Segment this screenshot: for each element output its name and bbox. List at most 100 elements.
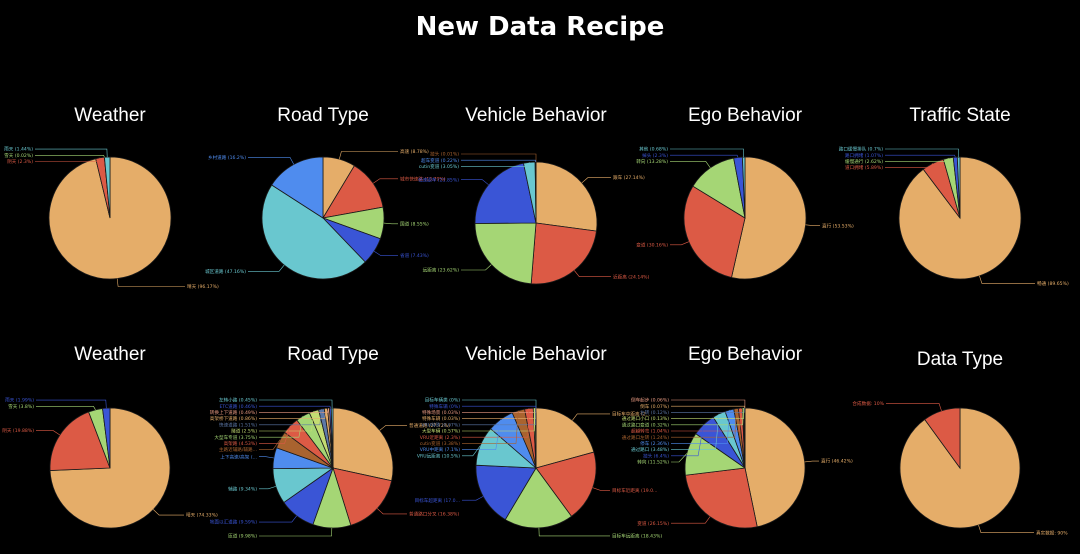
slice-label: 省道 (7.43%): [400, 252, 429, 259]
pie-slice: [956, 156, 961, 219]
pie-chart-2: Road Type 乡村道路 (16.2%) 城区道路 (47.16%) 高速 (8.…: [205, 105, 446, 280]
label-leader-line: [805, 224, 820, 226]
pie-slice: [530, 222, 597, 285]
label-leader-line: [379, 424, 407, 431]
label-leader-line: [671, 410, 730, 444]
chart-title: Ego Behavior: [688, 344, 803, 365]
slice-label: 掉头 (2.3%): [642, 152, 668, 159]
label-leader-line: [259, 456, 274, 459]
slice-label: 城区道路 (47.16%): [205, 268, 246, 275]
slice-label: ETC道路 (0.46%): [220, 403, 258, 410]
label-leader-line: [35, 157, 101, 162]
pie-chart-9: Ego Behavior 倒车起步 (0.06%)倒车 (0.07%)左转 (0.…: [622, 344, 853, 529]
slice-label: 掉头 (0.01%): [430, 151, 459, 158]
slice-label: 停车 (2.36%): [640, 440, 669, 447]
label-leader-line: [671, 407, 744, 426]
slice-label: 特殊车辆 (0.03%): [422, 415, 460, 422]
label-leader-line: [978, 525, 1034, 534]
label-leader-line: [671, 408, 737, 438]
slice-label: 乡村道路 (16.2%): [208, 154, 246, 161]
pie-chart-6: Weather 雨天 (1.99%)雪天 (3.8%) 阴天 (19.88%) 晴天 …: [2, 344, 218, 529]
slice-label: 超车变道 (0.22%): [421, 157, 459, 164]
slice-label: 远距离 (23.62%): [423, 267, 460, 274]
pie-chart-3: Vehicle Behavior 掉头 (0.01%)超车变道 (0.22%)cu…: [418, 105, 650, 285]
chart-title: Road Type: [287, 344, 379, 365]
label-leader-line: [259, 527, 333, 537]
pie-slice: [332, 407, 394, 482]
pie-chart-8: Vehicle Behavior 目标车辆类 (0%)特殊车辆 (0%)特殊场景 …: [415, 344, 663, 540]
chart-title: Traffic State: [909, 105, 1010, 126]
label-leader-line: [35, 155, 105, 158]
slice-label: 阴天 (2.3%): [7, 158, 33, 165]
label-leader-line: [259, 425, 291, 444]
pie-slice: [474, 222, 537, 285]
slice-label: 转向 (13.28%): [636, 158, 668, 165]
label-leader-line: [462, 399, 537, 408]
label-leader-line: [259, 515, 297, 523]
label-leader-line: [373, 251, 398, 256]
pie-slice: [899, 407, 1021, 529]
label-leader-line: [383, 222, 398, 225]
slice-label: 地面以汇道路 (9.59%): [210, 519, 257, 526]
label-leader-line: [592, 487, 610, 491]
slice-label: 倒车起步 (0.06%): [631, 397, 669, 404]
chart-title: Vehicle Behavior: [465, 105, 607, 126]
slice-label: 主路近辅路/辅路...: [219, 446, 257, 453]
chart-title: Weather: [74, 105, 146, 126]
label-leader-line: [259, 408, 327, 419]
slice-label: 转换上下道路 (0.49%): [210, 409, 257, 416]
slice-label: 雪天 (3.8%): [8, 404, 34, 410]
slice-label: 通过路口小口 (0.13%): [622, 415, 669, 422]
label-leader-line: [259, 411, 315, 432]
slice-label: 雨天 (1.44%): [4, 147, 33, 153]
label-leader-line: [339, 151, 398, 160]
pie-chart-10: Data Type 合成数据: 10% 真实数据: 90%: [852, 349, 1068, 536]
label-leader-line: [259, 439, 281, 450]
slice-label: 目标车辆类 (0%): [425, 397, 461, 404]
label-leader-line: [461, 153, 537, 162]
label-leader-line: [376, 508, 407, 515]
slice-label: cutin变道 (3.05%): [419, 163, 459, 170]
label-leader-line: [248, 264, 285, 272]
slice-label: 普通路口分叉 (16.38%): [409, 511, 459, 518]
slice-label: 近距离 (24.14%): [613, 273, 650, 280]
slice-label: 缓慢通行 (2.62%): [845, 158, 883, 165]
slice-label: 其他 (0.68%): [639, 146, 668, 153]
label-leader-line: [538, 527, 610, 537]
slice-label: 通过路口左转 (1.24%): [622, 434, 669, 441]
label-leader-line: [581, 177, 611, 184]
slice-label: VRU远距离 (10.5%): [417, 452, 460, 459]
pie-slice: [924, 407, 961, 470]
label-leader-line: [35, 148, 108, 158]
pie-slice: [535, 407, 595, 469]
slice-label: 雪天 (0.02%): [4, 153, 33, 159]
label-leader-line: [462, 445, 481, 457]
label-leader-line: [116, 278, 185, 287]
slice-label: 道口拥堵 (5.89%): [845, 164, 883, 171]
slice-label: 合成数据: 10%: [852, 400, 884, 407]
label-leader-line: [461, 264, 492, 271]
slice-label: 高架桥下道路 (0.86%): [210, 415, 257, 422]
pie-chart-1: Weather 雨天 (1.44%)雪天 (0.02%)阴天 (2.3%) 晴天 (…: [4, 105, 219, 290]
slice-label: 国道 (8.55%): [400, 220, 429, 227]
slice-label: 超越转弯 (1.04%): [631, 428, 669, 435]
label-leader-line: [885, 154, 956, 158]
pie-chart-7: Road Type 左转小路 (0.45%)ETC道路 (0.46%)转换上下道路…: [210, 344, 460, 540]
slice-label: 高速 (8.78%): [400, 148, 429, 155]
slice-label: 特殊车辆 (0%): [429, 403, 460, 410]
slice-label: 变道 (26.15%): [637, 520, 669, 527]
pie-slice: [504, 467, 573, 529]
label-leader-line: [885, 148, 959, 158]
slice-label: VRU特殊 (0.07%): [421, 421, 460, 428]
slice-label: 倒车 (0.07%): [640, 403, 669, 410]
slice-label: 大型车专道 (3.75%): [214, 434, 257, 441]
chart-title: Vehicle Behavior: [465, 344, 607, 365]
pie-slice: [741, 156, 746, 219]
slice-label: 目标车近距离 (19.0...: [612, 487, 657, 494]
label-leader-line: [671, 399, 746, 408]
slice-label: 大型车辆 (0.57%): [422, 428, 460, 435]
slice-label: VRU近距离 (2.3%): [420, 434, 460, 441]
pie-slice: [535, 451, 597, 517]
slice-label: VRU中距离 (7.1%): [420, 446, 460, 453]
